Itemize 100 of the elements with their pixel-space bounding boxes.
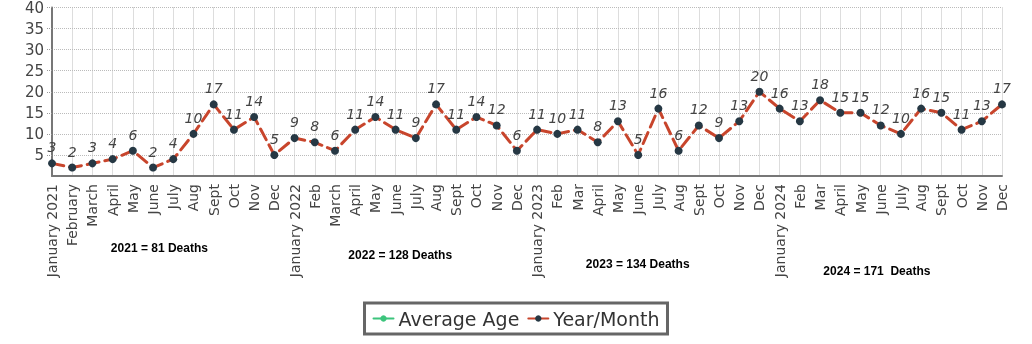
text: 2021 = 81 Deaths: [110, 241, 209, 255]
data-label: 6: [674, 126, 684, 143]
x-tick-label: May: [609, 184, 626, 213]
data-label: 4: [108, 135, 118, 152]
y-tick-label: 40: [24, 0, 44, 17]
x-tick-label: July: [650, 184, 667, 211]
y-tick-label: 25: [24, 61, 44, 80]
data-label: 4: [168, 135, 178, 152]
x-tick-label: Feb: [549, 183, 566, 209]
x-tick-label: Nov: [488, 184, 505, 212]
data-label: 11: [386, 105, 405, 122]
data-label: 15: [932, 88, 951, 105]
x-tick-label: Oct: [225, 183, 242, 209]
x-tick-label: February: [64, 184, 81, 247]
data-label: 11: [225, 105, 243, 122]
x-tick-label: Sept: [448, 183, 465, 216]
x-tick-label: Sept: [690, 183, 707, 216]
x-tick-label: March: [84, 184, 101, 227]
data-label: 13: [790, 97, 809, 114]
x-tick-label: April: [832, 184, 849, 216]
x-tick-label: May: [852, 184, 869, 213]
data-label: 12: [689, 101, 708, 118]
x-tick-label: July: [165, 184, 182, 211]
x-tick-label: June: [145, 184, 162, 216]
data-label: 11: [528, 105, 547, 122]
legend-label: Year/Month: [552, 307, 660, 330]
x-tick-label: January 2024: [771, 183, 788, 279]
x-tick-label: Dec: [994, 184, 1010, 212]
data-label: 10: [184, 109, 203, 126]
x-tick-label: January 2022: [286, 184, 303, 279]
x-tick-label: Dec: [751, 184, 768, 212]
data-label: 16: [649, 84, 668, 101]
data-label: 13: [609, 97, 627, 114]
x-tick-label: January 2023: [529, 184, 546, 279]
x-tick-label: Nov: [731, 184, 748, 212]
x-tick-label: Oct: [711, 183, 728, 209]
y-tick-label: 15: [24, 103, 44, 122]
data-label: 17: [993, 80, 1011, 97]
data-label: 2: [148, 143, 158, 160]
data-label: 5: [269, 130, 279, 147]
data-label: 9: [290, 114, 300, 131]
data-label: 10: [548, 109, 567, 126]
data-label: 11: [346, 105, 365, 122]
data-label: 13: [730, 97, 749, 114]
data-label: 10: [892, 109, 910, 126]
data-label: 15: [831, 88, 850, 105]
x-tick-label: Aug: [185, 184, 202, 212]
x-tick-label: Oct: [468, 183, 485, 209]
data-label: 6: [128, 126, 138, 143]
text: 2024 = 171 Deaths: [823, 264, 931, 278]
data-label: 17: [204, 80, 223, 97]
x-tick-label: May: [124, 184, 141, 213]
x-tick-label: June: [630, 184, 647, 216]
data-label: 11: [447, 105, 466, 122]
data-label: 8: [310, 118, 320, 135]
data-label: 14: [245, 93, 264, 110]
data-label: 14: [467, 93, 486, 110]
x-tick-label: Sept: [205, 183, 222, 216]
x-tick-label: Dec: [508, 184, 525, 212]
data-label: 18: [811, 76, 830, 93]
data-label: 2: [67, 143, 77, 160]
y-tick-label: 30: [24, 40, 44, 59]
data-label: 16: [912, 84, 931, 101]
x-tick-label: April: [104, 184, 121, 216]
legend-label: Average Age: [398, 307, 520, 330]
x-tick-label: Sept: [933, 183, 950, 216]
y-tick-label: 20: [24, 82, 44, 101]
x-tick-label: April: [347, 184, 364, 216]
x-tick-label: March: [326, 184, 343, 227]
data-label: 11: [568, 105, 587, 122]
data-label: 13: [972, 97, 991, 114]
x-tick-label: Aug: [913, 184, 930, 212]
data-label: 6: [330, 126, 340, 143]
data-label: 5: [633, 130, 643, 147]
x-tick-label: Dec: [266, 184, 283, 212]
data-label: 3: [87, 139, 97, 156]
y-tick-label: 35: [24, 19, 44, 38]
x-tick-label: May: [367, 184, 384, 213]
data-label: 8: [593, 118, 603, 135]
y-tick-label: 10: [24, 124, 44, 143]
data-label: 14: [366, 93, 385, 110]
x-tick-label: Aug: [670, 184, 687, 212]
x-tick-label: April: [589, 184, 606, 216]
x-tick-label: Aug: [428, 184, 445, 212]
text: 2022 = 128 Deaths: [348, 248, 453, 262]
data-label: 20: [750, 67, 769, 84]
x-tick-label: Nov: [973, 184, 990, 212]
data-label: 12: [487, 101, 506, 118]
data-label: 6: [512, 126, 522, 143]
text: 2023 = 134 Deaths: [585, 257, 690, 271]
x-tick-label: Feb: [791, 183, 808, 209]
x-tick-label: June: [387, 184, 404, 216]
x-tick-label: January 2021: [44, 184, 60, 279]
data-label: 9: [714, 114, 724, 131]
x-tick-label: July: [892, 184, 909, 211]
x-tick-label: June: [872, 184, 889, 216]
data-label: 17: [427, 80, 446, 97]
data-label: 15: [851, 88, 870, 105]
y-tick-label: 5: [34, 145, 44, 164]
data-label: 11: [952, 105, 971, 122]
